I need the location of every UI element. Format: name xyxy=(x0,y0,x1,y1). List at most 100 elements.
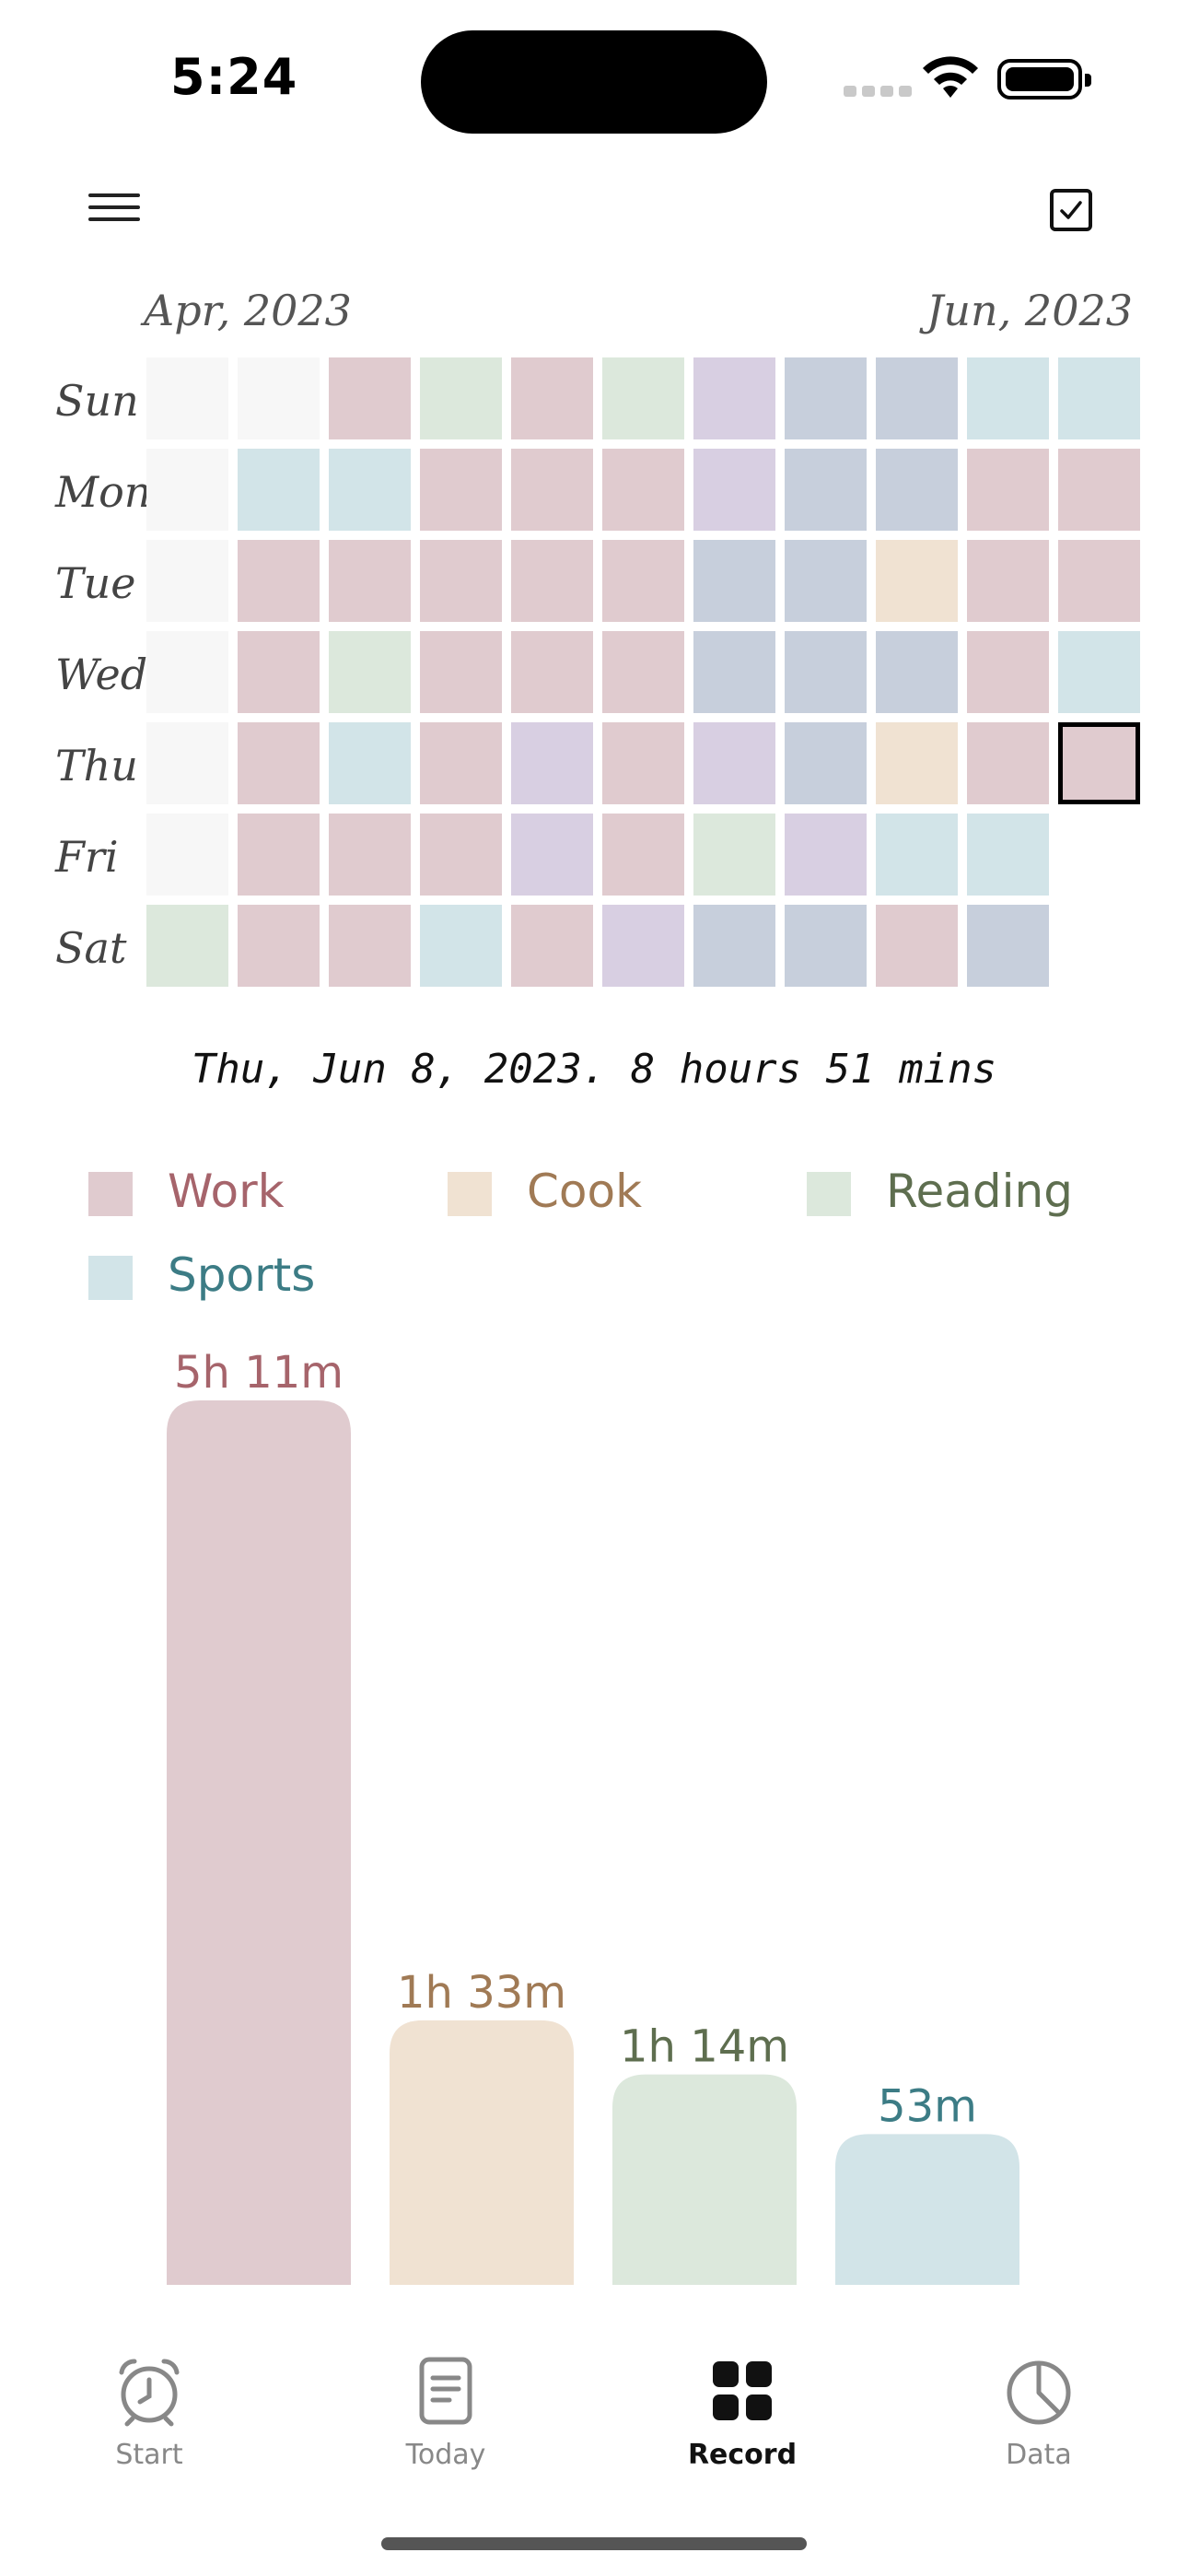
heatmap-cell[interactable] xyxy=(511,357,593,439)
bar-value-label: 53m xyxy=(878,2080,977,2132)
heatmap-cell[interactable] xyxy=(602,631,684,713)
tab-today[interactable]: Today xyxy=(354,2354,538,2471)
tab-record[interactable]: Record xyxy=(650,2354,834,2471)
heatmap-cell[interactable] xyxy=(238,449,320,531)
heatmap-cell[interactable] xyxy=(329,905,411,987)
heatmap-cell[interactable] xyxy=(511,905,593,987)
heatmap-cell[interactable] xyxy=(238,814,320,896)
heatmap-cell[interactable] xyxy=(602,905,684,987)
bar-work[interactable] xyxy=(167,1400,351,2285)
heatmap-cell[interactable] xyxy=(693,449,775,531)
heatmap-cell[interactable] xyxy=(420,449,502,531)
heatmap-cell[interactable] xyxy=(876,540,958,622)
heatmap-cell[interactable] xyxy=(238,540,320,622)
heatmap-cell[interactable] xyxy=(420,814,502,896)
tab-start[interactable]: Start xyxy=(57,2354,241,2471)
bar-sports[interactable] xyxy=(835,2134,1019,2285)
heatmap-cell[interactable] xyxy=(146,905,228,987)
heatmap-cell[interactable] xyxy=(420,357,502,439)
heatmap-cell[interactable] xyxy=(420,905,502,987)
heatmap-cell[interactable] xyxy=(329,357,411,439)
heatmap-cell[interactable] xyxy=(785,631,867,713)
heatmap-cell[interactable] xyxy=(511,631,593,713)
heatmap-cell[interactable] xyxy=(876,631,958,713)
month-start-label: Apr, 2023 xyxy=(144,286,352,335)
heatmap-cell[interactable] xyxy=(876,449,958,531)
heatmap-cell[interactable] xyxy=(511,540,593,622)
checkbox-button[interactable] xyxy=(1050,189,1092,231)
heatmap-cell[interactable] xyxy=(511,722,593,804)
heatmap-cell[interactable] xyxy=(693,814,775,896)
heatmap-cell[interactable] xyxy=(329,722,411,804)
legend-swatch xyxy=(448,1172,492,1216)
heatmap-cell[interactable] xyxy=(329,540,411,622)
heatmap-cell[interactable] xyxy=(329,449,411,531)
heatmap-cell[interactable] xyxy=(876,357,958,439)
heatmap-cell[interactable] xyxy=(693,357,775,439)
heatmap-cell[interactable] xyxy=(146,814,228,896)
bar-cook[interactable] xyxy=(390,2020,574,2285)
status-time: 5:24 xyxy=(170,48,298,106)
heatmap-cell[interactable] xyxy=(329,631,411,713)
heatmap-cell[interactable] xyxy=(511,449,593,531)
heatmap-cell[interactable] xyxy=(876,814,958,896)
day-label-wed: Wed xyxy=(55,650,148,699)
heatmap-cell[interactable] xyxy=(785,449,867,531)
legend-item-sports[interactable]: Sports xyxy=(88,1248,365,1311)
heatmap-cell[interactable] xyxy=(602,814,684,896)
heatmap-cell[interactable] xyxy=(238,631,320,713)
legend-item-work[interactable]: Work xyxy=(88,1165,365,1227)
tab-data[interactable]: Data xyxy=(947,2354,1131,2471)
legend-swatch xyxy=(88,1256,133,1300)
day-label-sat: Sat xyxy=(55,923,127,973)
legend-item-cook[interactable]: Cook xyxy=(448,1165,724,1227)
heatmap-cell[interactable] xyxy=(602,540,684,622)
heatmap-cell[interactable] xyxy=(876,905,958,987)
heatmap-cell[interactable] xyxy=(420,540,502,622)
heatmap-cell[interactable] xyxy=(967,814,1049,896)
heatmap-cell[interactable] xyxy=(420,631,502,713)
heatmap-cell[interactable] xyxy=(693,722,775,804)
heatmap-cell[interactable] xyxy=(967,449,1049,531)
heatmap-cell[interactable] xyxy=(602,357,684,439)
battery-icon xyxy=(997,59,1091,100)
heatmap-cell[interactable] xyxy=(146,357,228,439)
heatmap-cell[interactable] xyxy=(967,631,1049,713)
legend-item-reading[interactable]: Reading xyxy=(807,1165,1101,1227)
heatmap-cell[interactable] xyxy=(146,631,228,713)
heatmap-cell[interactable] xyxy=(693,905,775,987)
heatmap-cell[interactable] xyxy=(967,540,1049,622)
heatmap-cell[interactable] xyxy=(693,631,775,713)
heatmap-cell[interactable] xyxy=(967,905,1049,987)
heatmap-cell[interactable] xyxy=(238,905,320,987)
heatmap-cell[interactable] xyxy=(602,722,684,804)
heatmap-cell[interactable] xyxy=(785,540,867,622)
heatmap-cell[interactable] xyxy=(785,357,867,439)
heatmap-cell[interactable] xyxy=(146,449,228,531)
heatmap-cell[interactable] xyxy=(967,722,1049,804)
heatmap-cell[interactable] xyxy=(967,357,1049,439)
heatmap-cell[interactable] xyxy=(785,814,867,896)
heatmap-cell[interactable] xyxy=(693,540,775,622)
heatmap-cell[interactable] xyxy=(146,540,228,622)
heatmap-cell[interactable] xyxy=(511,814,593,896)
heatmap-cell[interactable] xyxy=(1058,540,1140,622)
heatmap-cell[interactable] xyxy=(1058,449,1140,531)
day-label-sun: Sun xyxy=(55,376,139,426)
heatmap-cell[interactable] xyxy=(1058,357,1140,439)
heatmap-cell[interactable] xyxy=(238,357,320,439)
heatmap-cell[interactable] xyxy=(329,814,411,896)
heatmap-cell[interactable] xyxy=(1058,631,1140,713)
cellular-signal-icon xyxy=(844,83,917,100)
bar-reading[interactable] xyxy=(612,2074,797,2285)
heatmap-cell[interactable] xyxy=(602,449,684,531)
heatmap-cell[interactable] xyxy=(785,722,867,804)
heatmap-cell[interactable] xyxy=(420,722,502,804)
heatmap-cell[interactable] xyxy=(238,722,320,804)
heatmap-cell[interactable] xyxy=(146,722,228,804)
legend-swatch xyxy=(807,1172,851,1216)
heatmap-cell[interactable] xyxy=(876,722,958,804)
heatmap-cell-selected[interactable] xyxy=(1058,722,1140,804)
menu-button[interactable] xyxy=(88,193,140,230)
heatmap-cell[interactable] xyxy=(785,905,867,987)
